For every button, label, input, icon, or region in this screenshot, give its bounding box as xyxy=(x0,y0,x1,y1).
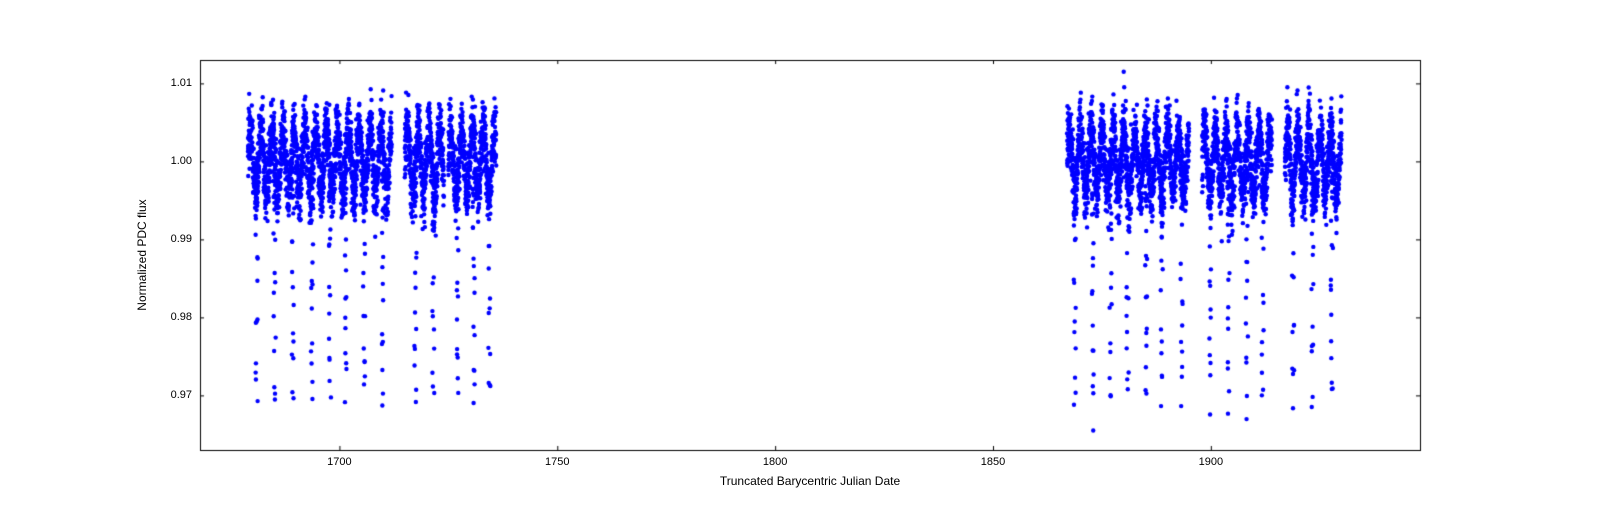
x-tick-label: 1850 xyxy=(981,456,1005,468)
y-tick-label: 0.97 xyxy=(171,389,192,401)
y-tick-label: 0.99 xyxy=(171,233,192,245)
y-tick-label: 0.98 xyxy=(171,311,192,323)
x-tick-label: 1700 xyxy=(327,456,351,468)
scatter-canvas xyxy=(0,0,1600,500)
y-tick-label: 1.01 xyxy=(171,77,192,89)
x-tick-label: 1900 xyxy=(1199,456,1223,468)
flux-light-curve-chart: 1700 1750 1800 1850 1900 0.97 0.98 0.99 1.00 1.01… xyxy=(0,0,1600,500)
x-tick-label: 1800 xyxy=(763,456,787,468)
y-axis-label: Normalized PDC flux xyxy=(135,199,149,310)
x-axis-label: Truncated Barycentric Julian Date xyxy=(720,474,900,488)
y-tick-label: 1.00 xyxy=(171,155,192,167)
x-tick-label: 1750 xyxy=(545,456,569,468)
